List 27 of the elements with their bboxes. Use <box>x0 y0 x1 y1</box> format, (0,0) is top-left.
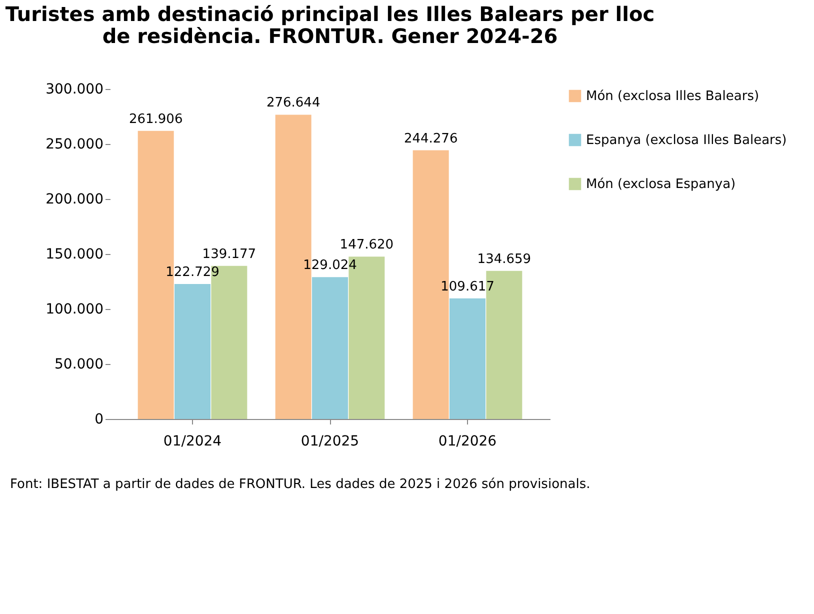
legend-label: Espanya (exclosa Illes Balears) <box>586 133 787 148</box>
data-label: 139.177 <box>202 246 256 262</box>
y-tick-label: 200.000 <box>46 192 104 208</box>
y-tick-label: 100.000 <box>46 302 104 318</box>
legend-label: Món (exclosa Illes Balears) <box>586 89 760 104</box>
x-tick-label: 01/2025 <box>300 434 360 450</box>
y-tick-label: 150.000 <box>46 246 104 262</box>
bar <box>312 277 348 419</box>
bar <box>174 284 210 419</box>
data-label: 129.024 <box>303 258 357 274</box>
y-tick-label: 250.000 <box>46 136 104 152</box>
bar <box>450 298 486 419</box>
data-label: 276.644 <box>266 96 320 111</box>
data-label: 244.276 <box>404 131 458 146</box>
data-label: 122.729 <box>166 265 220 280</box>
data-label: 134.659 <box>477 252 532 267</box>
y-tick-label: 0 <box>94 412 104 428</box>
y-tick-label: 300.000 <box>46 82 104 98</box>
y-tick-label: 50.000 <box>54 356 104 372</box>
text: Font: IBESTAT a partir de dades de FRONTUR. Les dades de 2025 i 2026 són provisionals. <box>10 477 590 492</box>
x-tick-label: 01/2026 <box>438 434 497 450</box>
data-label: 109.617 <box>440 279 494 294</box>
data-label: 147.620 <box>340 238 394 253</box>
legend-label: Món (exclosa Espanya) <box>586 177 736 192</box>
data-label: 261.906 <box>128 112 183 127</box>
x-tick-label: 01/2024 <box>163 434 222 450</box>
chart-title: Turistes amb destinació principal les Illes Balears per lloc de residència. FRONTUR. Gener 2024-26 <box>5 2 655 48</box>
